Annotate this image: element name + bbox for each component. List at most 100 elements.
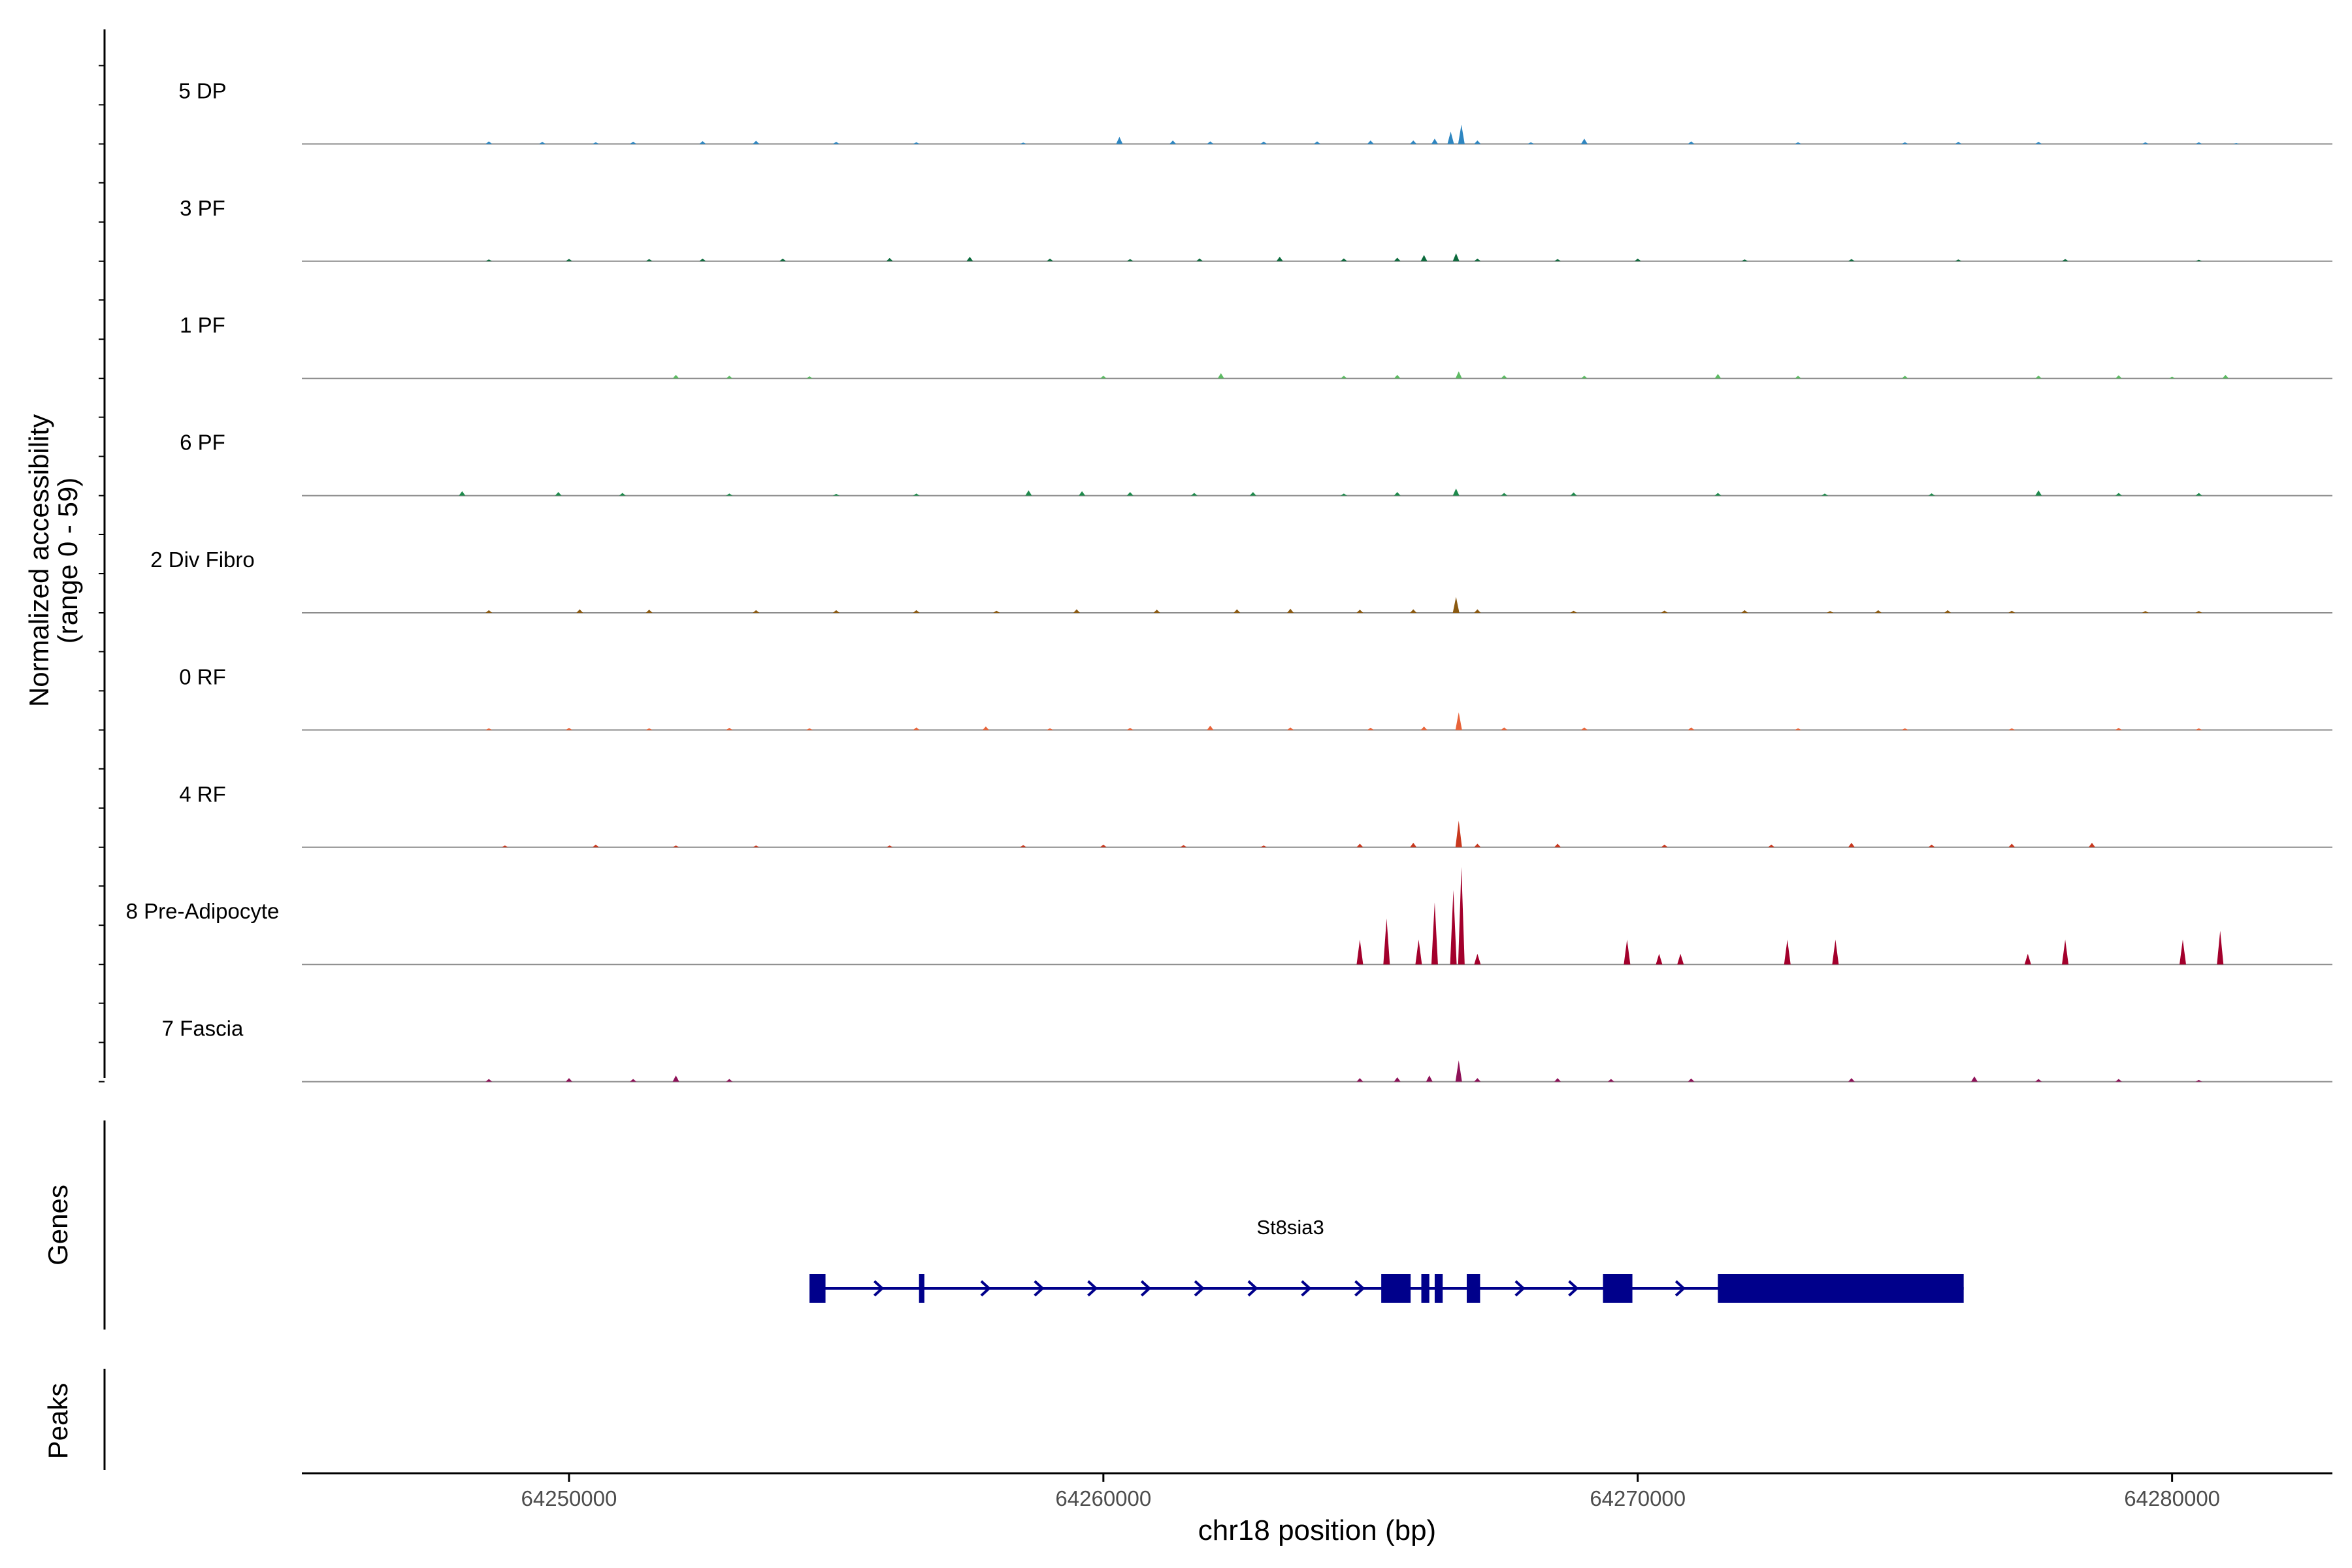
strand-arrow-icon bbox=[1301, 1280, 1312, 1297]
coverage-peak bbox=[1795, 376, 1802, 379]
coverage-peak bbox=[806, 728, 813, 730]
gene-name-label: St8sia3 bbox=[1256, 1216, 1324, 1239]
coverage-peak bbox=[699, 141, 706, 144]
coverage-peak bbox=[1450, 890, 1457, 965]
coverage-peak bbox=[1474, 140, 1481, 144]
coverage-peak bbox=[2195, 493, 2202, 496]
coverage-peak bbox=[779, 258, 787, 261]
coverage-peak bbox=[1474, 1078, 1481, 1082]
coverage-peak bbox=[2035, 1079, 2042, 1082]
coverage-peak bbox=[726, 376, 733, 379]
coverage-peak bbox=[1501, 493, 1508, 496]
coverage-peak bbox=[1249, 492, 1256, 496]
y-axis-label-line2: (range 0 - 59) bbox=[52, 478, 83, 644]
coverage-peak bbox=[1447, 131, 1454, 144]
coverage-peak bbox=[1415, 939, 1422, 965]
coverage-peak bbox=[1314, 141, 1320, 144]
coverage-peak bbox=[913, 142, 920, 144]
coverage-peak bbox=[1217, 373, 1224, 379]
coverage-peak bbox=[753, 140, 760, 144]
coverage-peak bbox=[1100, 844, 1107, 847]
coverage-peak bbox=[1356, 939, 1364, 965]
gene-exon bbox=[809, 1274, 826, 1303]
coverage-peak bbox=[1874, 610, 1882, 613]
coverage-peak bbox=[1196, 258, 1203, 261]
coverage-peak bbox=[1420, 726, 1428, 730]
coverage-peak bbox=[485, 1079, 493, 1082]
coverage-peak bbox=[1410, 140, 1417, 144]
gene-exon bbox=[1434, 1274, 1443, 1303]
coverage-peak bbox=[1025, 490, 1032, 496]
coverage-peak bbox=[592, 142, 599, 144]
coverage-peak bbox=[1570, 610, 1577, 613]
coverage-peak bbox=[1784, 939, 1791, 965]
x-axis-title: chr18 position (bp) bbox=[1198, 1514, 1436, 1546]
coverage-peak bbox=[555, 492, 562, 496]
track-label: 5 DP bbox=[178, 78, 226, 103]
coverage-peak bbox=[1944, 610, 1952, 613]
coverage-peak bbox=[2232, 143, 2240, 144]
coverage-peak bbox=[1455, 821, 1462, 847]
coverage-peak bbox=[1020, 845, 1027, 847]
coverage-peak bbox=[1607, 1079, 1614, 1082]
strand-arrow-icon bbox=[873, 1280, 885, 1297]
coverage-peak bbox=[1100, 376, 1107, 379]
coverage-peak bbox=[1901, 376, 1908, 379]
coverage-peak bbox=[576, 609, 583, 613]
coverage-peak bbox=[672, 374, 679, 379]
track-2-div-fibro: 2 Div Fibro bbox=[150, 547, 2332, 613]
coverage-peak bbox=[1795, 142, 1802, 144]
coverage-peak bbox=[2115, 493, 2122, 496]
coverage-peak bbox=[1634, 258, 1641, 261]
coverage-peak bbox=[1580, 376, 1588, 379]
coverage-peak bbox=[1276, 257, 1283, 261]
coverage-peak bbox=[1126, 259, 1134, 261]
coverage-peak bbox=[2008, 728, 2016, 730]
strand-arrow-icon bbox=[980, 1280, 991, 1297]
coverage-peak bbox=[619, 493, 626, 496]
track-label: 3 PF bbox=[180, 196, 225, 220]
coverage-peak bbox=[1260, 141, 1267, 144]
coverage-peak bbox=[1554, 1078, 1561, 1082]
coverage-peak bbox=[1832, 939, 1839, 965]
coverage-peak bbox=[2035, 142, 2042, 144]
coverage-peak bbox=[2142, 611, 2149, 613]
track-label: 0 RF bbox=[179, 664, 226, 689]
coverage-peak bbox=[913, 610, 920, 613]
coverage-peak bbox=[886, 257, 893, 261]
coverage-peak bbox=[1079, 491, 1086, 496]
coverage-peak bbox=[1741, 610, 1748, 613]
y-axis-label-line1: Normalized accessibility bbox=[24, 414, 54, 707]
coverage-peak bbox=[832, 493, 840, 496]
coverage-peak bbox=[1394, 492, 1401, 496]
track-6-pf: 6 PF bbox=[180, 431, 2332, 497]
coverage-peak bbox=[2115, 1079, 2122, 1082]
coverage-peak bbox=[1116, 137, 1123, 144]
track-5-dp: 5 DP bbox=[178, 78, 2332, 145]
coverage-peak bbox=[2115, 375, 2122, 379]
coverage-peak bbox=[645, 259, 653, 261]
coverage-peak bbox=[1821, 493, 1828, 496]
coverage-peak bbox=[1431, 902, 1438, 965]
coverage-peak bbox=[459, 491, 466, 496]
coverage-peak bbox=[2195, 142, 2202, 144]
coverage-peak bbox=[832, 610, 840, 613]
coverage-peak bbox=[1848, 259, 1855, 261]
coverage-peak bbox=[539, 142, 546, 144]
strand-arrow-icon bbox=[1247, 1280, 1258, 1297]
strand-arrow-icon bbox=[1568, 1280, 1579, 1297]
coverage-peak bbox=[1431, 139, 1438, 144]
coverage-peak bbox=[982, 726, 989, 730]
coverage-peak bbox=[645, 610, 653, 613]
coverage-peak bbox=[1455, 371, 1462, 379]
coverage-peak bbox=[1047, 728, 1054, 730]
coverage-peak bbox=[1383, 918, 1390, 965]
coverage-peak bbox=[592, 844, 599, 847]
coverage-peak bbox=[1340, 376, 1347, 379]
coverage-peak bbox=[485, 728, 493, 730]
coverage-peak bbox=[1047, 258, 1054, 261]
coverage-peak bbox=[2035, 490, 2042, 496]
track-0-rf: 0 RF bbox=[179, 664, 2332, 731]
x-tick-label: 64280000 bbox=[2124, 1486, 2220, 1511]
coverage-peak bbox=[1661, 844, 1668, 847]
